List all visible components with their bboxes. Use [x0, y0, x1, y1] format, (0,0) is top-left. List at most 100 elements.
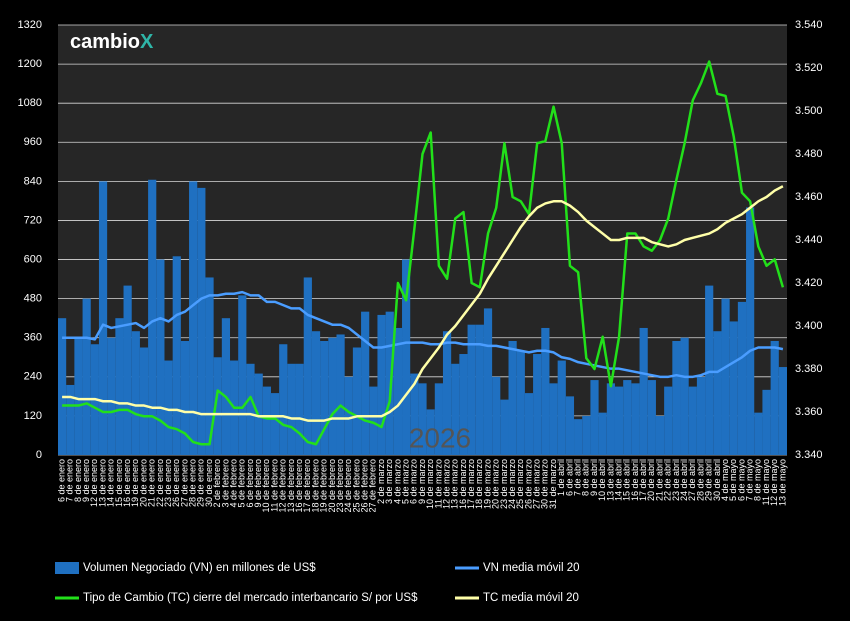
x-tick-label: 31 de marzo — [548, 459, 558, 509]
bar — [557, 360, 566, 455]
bar — [172, 256, 181, 455]
x-tick-label: 20 de abril — [646, 459, 656, 501]
legend-label: Tipo de Cambio (TC) cierre del mercado i… — [83, 592, 418, 604]
x-tick-label: 13 de abril — [605, 459, 615, 501]
x-tick-label: 15 de enero — [114, 459, 124, 507]
x-tick-label: 14 de enero — [106, 459, 116, 507]
bar — [352, 347, 362, 455]
bar — [590, 380, 599, 455]
x-tick-label: 27 de febrero — [368, 459, 378, 513]
x-tick-label: 13 de mayo — [777, 459, 787, 506]
bar — [639, 327, 648, 455]
x-tick-label: 10 de febrero — [261, 459, 271, 513]
bar — [107, 337, 116, 455]
bar — [156, 259, 165, 455]
x-tick-label: 24 de febrero — [343, 459, 353, 513]
bar — [262, 386, 271, 455]
bar — [574, 419, 583, 455]
y2-tick-label: 3.420 — [795, 277, 823, 289]
bar — [565, 396, 575, 455]
bar — [369, 386, 378, 455]
y2-tick-label: 3.380 — [795, 363, 823, 375]
x-tick-label: 19 de marzo — [482, 459, 492, 509]
x-tick-label: 11 de marzo — [433, 459, 443, 508]
x-tick-label: 30 de abril — [712, 459, 722, 501]
bar — [402, 259, 411, 455]
x-tick-label: 30 de enero — [204, 459, 214, 507]
bar — [623, 380, 632, 455]
bar — [58, 318, 67, 455]
bar — [770, 340, 779, 455]
bar — [115, 318, 124, 455]
x-tick-label: 9 de enero — [81, 459, 91, 502]
bar — [246, 363, 255, 455]
x-tick-label: 21 de enero — [147, 459, 157, 507]
x-tick-label: 13 de enero — [97, 459, 107, 507]
bar — [672, 340, 681, 455]
y2-tick-label: 3.400 — [795, 320, 823, 332]
bar — [655, 415, 665, 455]
x-tick-label: 13 de febrero — [286, 459, 296, 513]
x-tick-label: 23 de marzo — [499, 459, 509, 509]
x-tick-label: 26 de enero — [171, 459, 181, 507]
line — [62, 290, 784, 379]
bar — [270, 393, 280, 455]
bar — [82, 298, 91, 455]
bar — [778, 367, 787, 455]
bar — [418, 383, 427, 455]
y-tick-label: 120 — [24, 410, 42, 422]
bar — [279, 344, 288, 455]
line — [62, 60, 785, 446]
bar — [303, 277, 312, 455]
x-tick-label: 19 de enero — [130, 459, 140, 507]
bar — [680, 337, 689, 455]
bar — [729, 321, 738, 455]
bar — [74, 337, 83, 455]
bar — [361, 311, 370, 455]
x-tick-label: 24 de abril — [679, 459, 689, 501]
x-tick-label: 6 de marzo — [409, 459, 419, 504]
x-tick-label: 7 de abril — [573, 459, 583, 496]
x-tick-label: 25 de febrero — [351, 459, 361, 513]
logo: cambioX — [70, 31, 154, 53]
bar — [459, 354, 468, 455]
bar — [762, 389, 771, 455]
y-tick-label: 360 — [24, 332, 42, 344]
x-tick-label: 17 de abril — [638, 459, 648, 501]
bar — [737, 301, 747, 455]
bar — [311, 331, 321, 455]
x-tick-label: 9 de marzo — [417, 459, 427, 504]
x-tick-label: 28 de abril — [695, 459, 705, 501]
bar — [688, 386, 697, 455]
bar — [393, 327, 403, 455]
x-tick-label: 26 de febrero — [360, 459, 370, 513]
x-tick-label: 18 de febrero — [310, 459, 320, 513]
x-tick-label: 11 de febrero — [269, 459, 279, 512]
x-tick-label: 13 de marzo — [450, 459, 460, 509]
x-tick-label: 23 de enero — [163, 459, 173, 507]
x-tick-label: 16 de enero — [122, 459, 132, 507]
x-tick-label: 15 de abril — [622, 459, 632, 501]
x-tick-label: 23 de febrero — [335, 459, 345, 513]
bar — [287, 363, 296, 455]
bar — [410, 373, 419, 455]
x-tick-label: 12 de mayo — [769, 459, 779, 506]
x-tick-label: 6 de enero — [56, 459, 66, 502]
y-tick-label: 0 — [36, 449, 42, 461]
bar — [696, 376, 706, 455]
x-tick-label: 4 de mayo — [720, 459, 730, 501]
line — [62, 185, 784, 422]
bar — [713, 331, 722, 455]
x-tick-label: 2 de febrero — [212, 459, 222, 508]
x-tick-label: 20 de marzo — [491, 459, 501, 509]
logo-mark: X — [140, 31, 154, 53]
bar — [598, 412, 607, 455]
x-tick-label: 12 de febrero — [278, 459, 288, 513]
bar — [98, 181, 108, 455]
y2-tick-label: 3.520 — [795, 62, 823, 74]
bar — [426, 409, 435, 455]
bar — [631, 383, 640, 455]
x-tick-label: 1 de abril — [556, 459, 566, 496]
y-tick-label: 1080 — [18, 97, 42, 109]
